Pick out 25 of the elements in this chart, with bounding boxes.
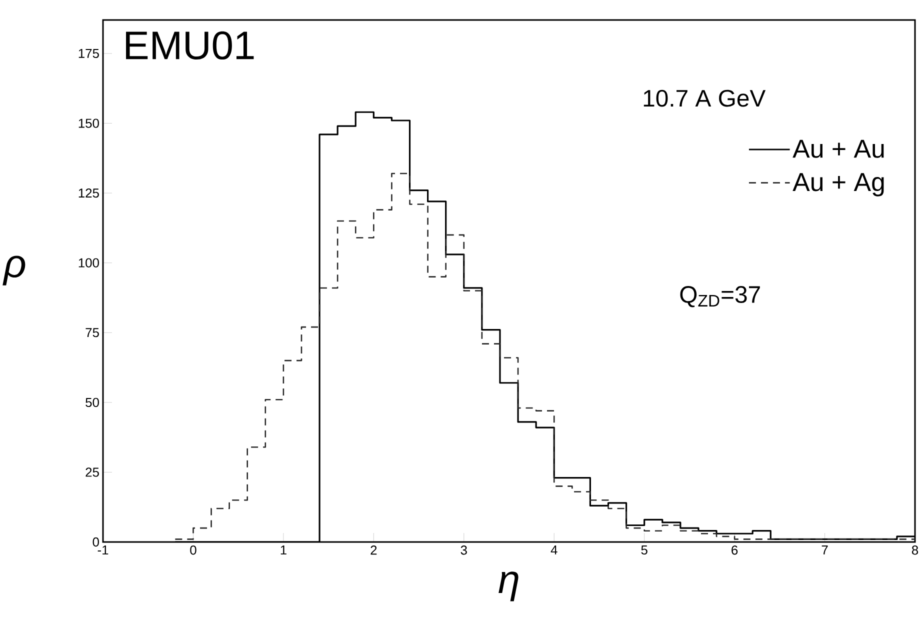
y-tick-label: 175 bbox=[78, 48, 99, 58]
x-tick-label: 3 bbox=[460, 546, 467, 555]
x-tick-label: 5 bbox=[641, 546, 648, 555]
x-tick-label: 2 bbox=[370, 546, 377, 555]
x-tick-label: 0 bbox=[190, 546, 196, 555]
y-axis-title: ρ bbox=[2, 256, 26, 286]
y-tick-label: 125 bbox=[78, 188, 99, 198]
x-tick-label: 6 bbox=[732, 546, 738, 555]
x-tick-label: 7 bbox=[822, 546, 828, 554]
x-tick-label: 4 bbox=[550, 546, 558, 554]
y-tick-label: 150 bbox=[78, 118, 99, 128]
y-tick-label: 100 bbox=[78, 258, 99, 268]
y-tick-label: 50 bbox=[86, 398, 99, 408]
legend-label: Au + Ag bbox=[792, 173, 884, 196]
x-axis-title: η bbox=[498, 572, 518, 602]
x-tick-label: -1 bbox=[98, 546, 108, 554]
y-tick-label: 25 bbox=[86, 468, 99, 477]
x-tick-label: 1 bbox=[280, 546, 286, 554]
annotation: 10.7 A GeV bbox=[644, 90, 766, 107]
legend-label: Au + Au bbox=[792, 140, 884, 158]
chart-title: EMU01 bbox=[126, 31, 254, 60]
y-tick-label: 75 bbox=[86, 328, 99, 338]
x-tick-label: 8 bbox=[912, 546, 918, 555]
y-tick-label: 0 bbox=[92, 537, 99, 547]
annotation: Q$_{ZD}$=37 bbox=[680, 286, 760, 308]
